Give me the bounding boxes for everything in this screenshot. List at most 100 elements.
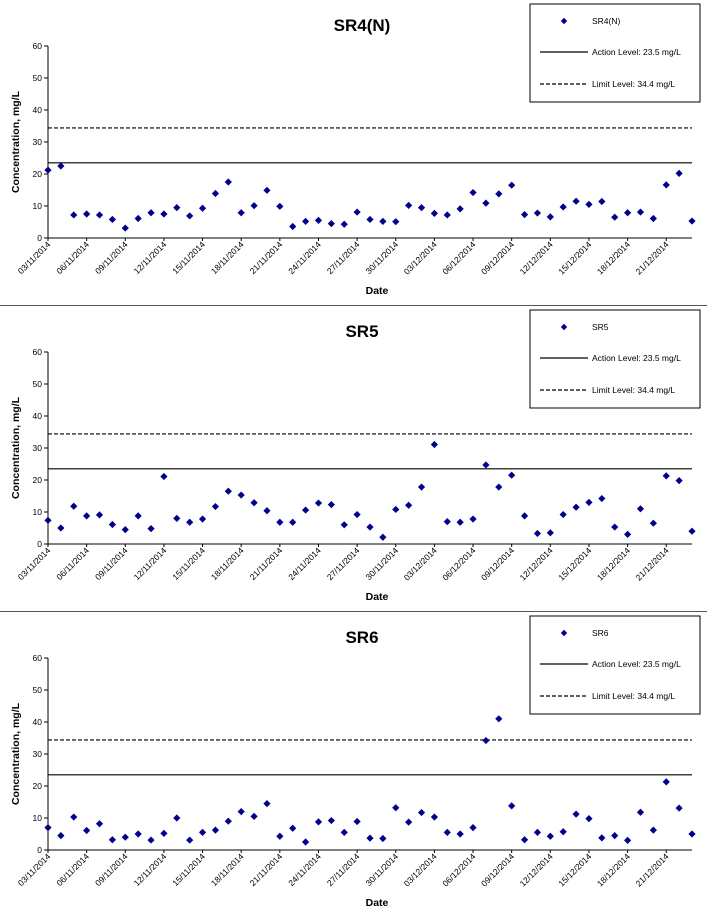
data-point — [327, 220, 335, 228]
data-point — [173, 514, 181, 522]
x-tick-label: 12/12/2014 — [518, 851, 555, 888]
x-tick-label: 18/11/2014 — [209, 545, 246, 582]
legend-action-label: Action Level: 23.5 mg/L — [592, 659, 681, 669]
data-point — [624, 836, 632, 844]
data-point — [533, 529, 542, 538]
y-tick-label: 60 — [33, 653, 43, 663]
y-tick-label: 20 — [33, 169, 43, 179]
data-point — [160, 472, 168, 481]
data-point — [585, 200, 593, 208]
data-point — [495, 190, 503, 198]
data-point — [250, 499, 258, 507]
data-point — [405, 501, 413, 509]
data-point — [482, 736, 490, 745]
data-point — [559, 203, 567, 211]
legend-limit-label: Limit Level: 34.4 mg/L — [592, 691, 675, 701]
data-point — [289, 222, 297, 231]
legend-box — [529, 615, 701, 715]
data-point — [289, 518, 297, 526]
data-point — [95, 211, 104, 219]
x-tick-label: 09/12/2014 — [479, 239, 516, 276]
data-point — [469, 188, 477, 197]
data-point — [379, 217, 387, 225]
x-axis-label: Date — [366, 285, 389, 297]
data-point — [108, 836, 116, 844]
data-point — [430, 209, 438, 217]
data-point — [624, 530, 632, 538]
data-point — [598, 834, 606, 842]
x-tick-label: 12/11/2014 — [132, 545, 169, 582]
y-tick-label: 50 — [33, 379, 43, 389]
data-point — [147, 209, 155, 217]
data-point — [224, 487, 232, 495]
data-point — [636, 208, 645, 216]
data-point — [649, 214, 657, 223]
data-point — [147, 836, 155, 844]
data-point — [250, 202, 258, 210]
data-point — [134, 830, 142, 838]
data-point — [198, 515, 207, 523]
chart-title: SR6 — [345, 628, 378, 647]
x-tick-label: 06/11/2014 — [54, 545, 91, 582]
x-tick-label: 30/11/2014 — [363, 239, 400, 276]
data-point — [688, 527, 696, 535]
legend-box — [529, 3, 701, 103]
data-point — [160, 210, 168, 218]
data-point — [482, 461, 490, 469]
x-tick-label: 24/11/2014 — [286, 239, 323, 276]
data-point — [173, 814, 181, 822]
data-point — [211, 826, 220, 834]
x-axis-label: Date — [366, 897, 389, 909]
data-point — [508, 181, 516, 189]
data-point — [134, 214, 142, 223]
data-point — [302, 217, 310, 225]
x-tick-label: 12/11/2014 — [132, 851, 169, 888]
data-point — [662, 778, 670, 786]
x-tick-label: 24/11/2014 — [286, 545, 323, 582]
data-point — [456, 205, 464, 213]
data-point — [611, 523, 619, 531]
data-point — [662, 181, 670, 189]
data-point — [572, 503, 580, 511]
x-tick-label: 15/11/2014 — [170, 545, 207, 582]
data-point — [327, 501, 335, 509]
x-tick-label: 09/11/2014 — [93, 851, 130, 888]
y-tick-label: 30 — [33, 749, 43, 759]
legend-action-label: Action Level: 23.5 mg/L — [592, 47, 681, 57]
data-point — [160, 829, 168, 837]
y-tick-label: 30 — [33, 443, 43, 453]
data-point — [44, 824, 52, 832]
x-tick-label: 21/12/2014 — [633, 545, 670, 582]
data-point — [224, 817, 232, 825]
x-tick-label: 15/12/2014 — [556, 545, 593, 582]
data-point — [675, 804, 683, 812]
x-tick-label: 03/12/2014 — [402, 851, 439, 888]
data-point — [649, 519, 657, 527]
chart-title: SR4(N) — [334, 16, 391, 35]
chart-svg: SR4(N) Concentration, mg/L 0 10 20 30 40 50 60 03… — [10, 3, 701, 297]
x-tick-label: 18/12/2014 — [595, 239, 632, 276]
legend-series-label: SR6 — [592, 628, 609, 638]
data-point — [546, 213, 554, 221]
data-point — [611, 213, 619, 221]
y-tick-label: 20 — [33, 475, 43, 485]
chart-panel-sr4n: SR4(N) Concentration, mg/L 0 10 20 30 40 50 60 03… — [0, 0, 707, 306]
x-tick-label: 27/11/2014 — [325, 239, 362, 276]
data-point — [340, 521, 348, 529]
data-point — [83, 210, 91, 218]
x-tick-label: 06/11/2014 — [54, 239, 91, 276]
x-tick-label: 30/11/2014 — [363, 545, 400, 582]
y-tick-label: 0 — [37, 539, 42, 549]
legend: SR5 Action Level: 23.5 mg/L Limit Level: 3… — [529, 309, 701, 409]
legend-limit-label: Limit Level: 34.4 mg/L — [592, 385, 675, 395]
data-point — [675, 169, 683, 177]
y-tick-label: 50 — [33, 685, 43, 695]
data-point — [237, 209, 245, 217]
data-point — [237, 808, 245, 816]
data-point — [443, 211, 451, 219]
data-point — [688, 830, 696, 838]
x-tick-label: 06/11/2014 — [54, 851, 91, 888]
y-tick-label: 10 — [33, 507, 43, 517]
data-point — [44, 516, 52, 524]
data-point — [430, 440, 438, 449]
